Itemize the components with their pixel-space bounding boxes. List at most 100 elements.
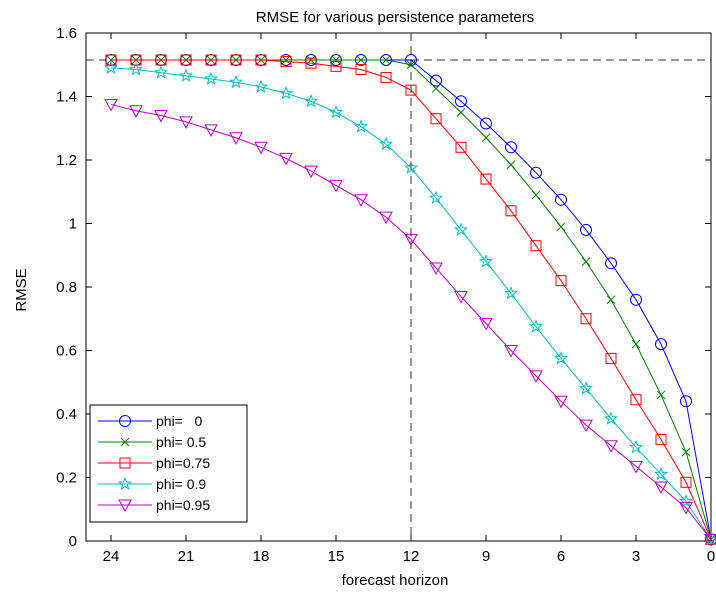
- data-point: [381, 55, 391, 65]
- data-point: [554, 395, 568, 409]
- legend-item: phi=0.75: [98, 455, 210, 471]
- data-point: [631, 339, 641, 349]
- data-point: [128, 62, 144, 76]
- data-point: [229, 132, 243, 145]
- data-point: [254, 141, 268, 155]
- y-tick-label: 0.8: [56, 279, 77, 296]
- x-tick-label: 12: [403, 548, 420, 565]
- data-point: [179, 116, 193, 129]
- data-point: [428, 190, 444, 205]
- data-point: [456, 108, 466, 117]
- data-point: [655, 338, 667, 351]
- data-point: [505, 205, 517, 217]
- legend-item: phi= 0: [98, 413, 203, 429]
- x-tick-label: 9: [482, 548, 490, 565]
- series-line: [111, 59, 712, 540]
- data-point: [704, 533, 716, 547]
- data-point: [356, 55, 366, 65]
- data-point: [605, 352, 617, 364]
- data-point: [529, 370, 543, 383]
- data-point: [129, 105, 143, 118]
- y-tick-label: 1: [69, 216, 77, 233]
- data-point: [405, 84, 417, 96]
- data-point: [680, 476, 692, 488]
- data-point: [329, 179, 343, 193]
- data-point: [655, 433, 667, 445]
- legend-marker: [117, 476, 133, 490]
- data-point: [304, 165, 318, 179]
- data-point: [630, 394, 642, 406]
- data-point: [553, 351, 569, 365]
- data-point: [604, 440, 618, 453]
- data-point: [253, 79, 269, 93]
- data-point: [353, 119, 369, 133]
- data-point: [656, 390, 666, 400]
- data-point: [530, 240, 542, 252]
- legend-label: phi=0.75: [156, 455, 210, 471]
- data-point: [155, 54, 167, 66]
- data-point: [430, 113, 442, 125]
- x-tick-label: 0: [707, 548, 715, 565]
- data-point: [654, 481, 668, 495]
- data-point: [455, 141, 467, 153]
- data-point: [331, 55, 341, 65]
- y-tick-label: 0.6: [56, 343, 77, 360]
- data-point: [629, 460, 643, 474]
- data-point: [280, 56, 292, 68]
- data-point: [528, 319, 544, 333]
- legend-label: phi= 0: [156, 413, 203, 429]
- data-point: [555, 193, 567, 206]
- y-tick-label: 0.4: [56, 406, 77, 423]
- legend-marker: [120, 437, 130, 447]
- series-triangle-down: [104, 98, 716, 547]
- x-tick-label: 6: [557, 548, 565, 565]
- x-tick-label: 3: [632, 548, 640, 565]
- x-tick-label: 24: [103, 548, 120, 565]
- data-point: [230, 54, 242, 66]
- data-point: [278, 85, 294, 100]
- chart-title: RMSE for various persistence parameters: [256, 9, 534, 26]
- data-point: [580, 223, 592, 236]
- data-point: [503, 285, 519, 300]
- data-point: [603, 411, 619, 425]
- legend-label: phi= 0.9: [156, 476, 206, 492]
- data-point: [379, 211, 393, 225]
- data-point: [380, 71, 392, 83]
- data-point: [480, 117, 492, 130]
- legend-item: phi= 0.5: [98, 434, 206, 450]
- data-point: [255, 54, 267, 66]
- data-point: [605, 257, 617, 270]
- data-point: [305, 57, 317, 69]
- series-square: [105, 54, 716, 545]
- data-point: [556, 222, 566, 232]
- data-point: [480, 173, 492, 185]
- data-point: [653, 466, 669, 481]
- series-star: [103, 60, 716, 546]
- data-point: [405, 53, 417, 66]
- data-point: [281, 55, 291, 65]
- legend-marker: [119, 457, 131, 469]
- y-axis-label: RMSE: [13, 268, 30, 311]
- data-point: [154, 110, 168, 123]
- data-point: [505, 141, 517, 154]
- data-point: [180, 54, 192, 66]
- data-point: [330, 60, 342, 72]
- legend-marker: [119, 415, 131, 427]
- data-point: [378, 136, 394, 151]
- legend: phi= 0 phi= 0.5 phi=0.75 phi= 0.9 phi=0.95: [89, 404, 248, 523]
- data-point: [531, 190, 541, 200]
- data-point: [429, 262, 443, 275]
- data-point: [431, 84, 441, 93]
- data-point: [506, 160, 516, 170]
- data-point: [555, 275, 567, 287]
- data-point: [404, 233, 418, 247]
- data-point: [104, 98, 118, 112]
- data-point: [453, 222, 469, 236]
- data-point: [504, 345, 518, 358]
- data-point: [355, 64, 367, 76]
- data-point: [279, 152, 293, 166]
- plot-area: 24 21 18 15 12 9 6 3 0 0 0.2 0.4 0.6 0.8 1 1.2 1.4 1.6 phi…: [56, 25, 716, 565]
- y-tick-label: 1.6: [56, 25, 77, 42]
